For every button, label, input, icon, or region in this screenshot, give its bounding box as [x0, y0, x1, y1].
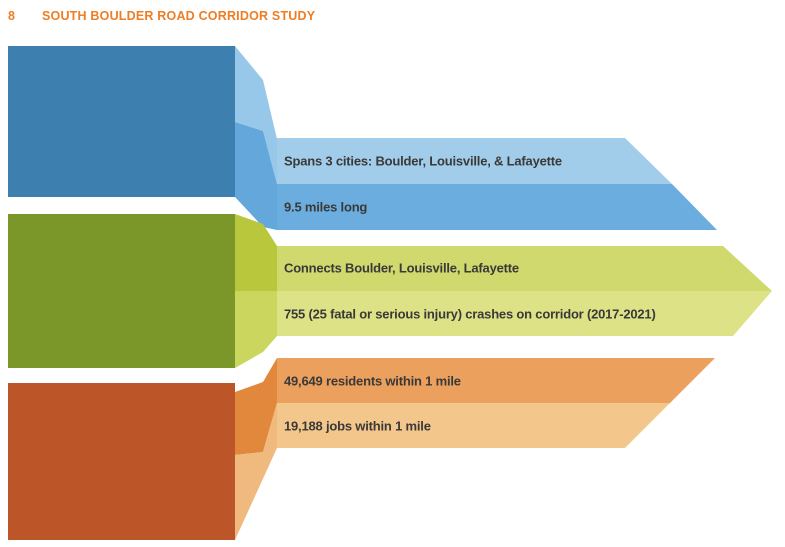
- blue-connector-ribbon-bottom: [235, 122, 277, 230]
- green-block: [8, 214, 235, 368]
- page-number: 8: [8, 9, 15, 23]
- fact-jobs: 19,188 jobs within 1 mile: [284, 418, 431, 434]
- fact-residents: 49,649 residents within 1 mile: [284, 373, 461, 389]
- green-connector-ribbon-bottom: [235, 291, 277, 368]
- orange-fact-band-1: [277, 358, 715, 403]
- blue-fact-band-2: [277, 184, 717, 230]
- green-connector-ribbon-top: [235, 214, 277, 291]
- fact-crashes: 755 (25 fatal or serious injury) crashes…: [284, 306, 656, 322]
- page-title: SOUTH BOULDER ROAD CORRIDOR STUDY: [42, 9, 316, 23]
- blue-connector-ribbon-top: [235, 46, 277, 184]
- orange-fact-band-2: [277, 403, 670, 448]
- fact-spans-cities: Spans 3 cities: Boulder, Louisville, & L…: [284, 153, 562, 169]
- fact-connects-cities: Connects Boulder, Louisville, Lafayette: [284, 260, 519, 276]
- orange-connector-ribbon-bottom: [235, 403, 277, 540]
- orange-block: [8, 383, 235, 540]
- orange-connector-ribbon-top: [235, 358, 277, 455]
- green-fact-band-1: [277, 246, 772, 291]
- blue-fact-band-1: [277, 138, 672, 184]
- blue-block: [8, 46, 235, 197]
- fact-miles-long: 9.5 miles long: [284, 199, 368, 215]
- page-header: 8 SOUTH BOULDER ROAD CORRIDOR STUDY: [0, 9, 785, 27]
- green-fact-band-2-arrow-tip: [277, 291, 772, 336]
